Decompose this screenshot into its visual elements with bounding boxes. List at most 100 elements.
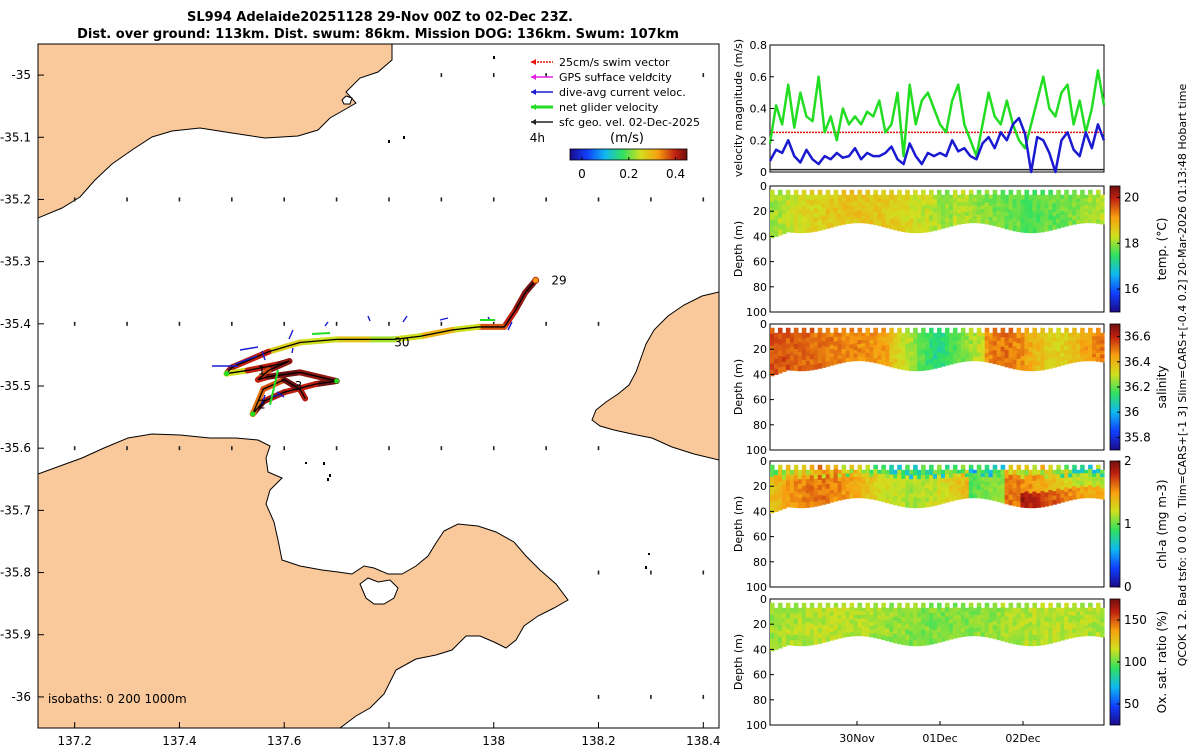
section-cell: [897, 363, 902, 370]
section-cell: [944, 213, 950, 219]
section-cell: [777, 223, 783, 230]
section-cell: [1044, 621, 1049, 627]
section-cell: [1032, 200, 1038, 207]
section-cell: [781, 337, 787, 344]
section-cell: [873, 607, 878, 613]
map-x-tick-label: 137.6: [267, 734, 301, 748]
section-cell: [1000, 497, 1006, 504]
section-cell: [1044, 616, 1049, 622]
section-cell: [853, 628, 859, 633]
section-cell: [869, 202, 874, 207]
section-cell: [1016, 226, 1022, 233]
section-cell: [1068, 198, 1073, 203]
section-cell: [825, 621, 831, 628]
section-cell: [873, 198, 878, 204]
section-cell: [1024, 189, 1030, 196]
section-cell: [1012, 364, 1018, 370]
section-cell: [960, 481, 966, 487]
section-cell: [885, 494, 890, 500]
section-cell: [968, 189, 974, 195]
section-cell: [1044, 332, 1049, 338]
section-cell: [940, 215, 946, 221]
section-cell: [1092, 487, 1097, 492]
section-cell: [829, 481, 835, 487]
section-cell: [865, 331, 871, 337]
section-cell: [952, 216, 958, 222]
section-cell: [948, 198, 954, 204]
section-cell: [781, 484, 787, 490]
section-cell: [972, 353, 978, 358]
map-y-tick-label: -35.8: [0, 566, 31, 580]
section-cell: [937, 627, 942, 633]
section-cell: [960, 606, 966, 612]
section-cell: [1024, 491, 1030, 498]
section-cell: [849, 189, 855, 195]
section-cell: [929, 613, 934, 619]
section-cell: [901, 226, 906, 233]
section-cell: [1076, 216, 1081, 221]
section-cell: [1092, 618, 1097, 623]
section-cell: [948, 218, 954, 223]
section-cell: [940, 353, 946, 359]
section-cell: [960, 477, 966, 483]
section-cell: [1048, 204, 1053, 211]
section-cell: [809, 354, 815, 360]
section-cell: [773, 475, 779, 481]
section-cell: [917, 479, 922, 485]
section-cell: [952, 607, 958, 613]
section-cell: [1056, 498, 1061, 504]
section-cell: [845, 494, 851, 499]
section-cell: [952, 491, 958, 497]
section-cell: [1076, 347, 1081, 352]
section-cell: [770, 494, 775, 502]
section-cell: [773, 633, 779, 640]
section-cell: [837, 336, 843, 341]
colorbar-tick-label: 36.4: [1124, 355, 1151, 369]
section-cell: [845, 343, 851, 348]
section-cell: [833, 207, 839, 213]
section-cell: [1012, 501, 1018, 507]
section-cell: [1028, 640, 1034, 647]
section-cell: [921, 359, 926, 366]
section-cell: [889, 337, 894, 343]
section-cell: [1048, 327, 1053, 334]
section-cell: [1056, 337, 1061, 343]
map-y-tick-label: -35.5: [0, 379, 31, 393]
section-cell: [1052, 194, 1057, 200]
section-cell: [1008, 627, 1014, 634]
section-cell: [1028, 213, 1034, 220]
section-cell: [925, 617, 930, 623]
section-cell: [837, 477, 843, 482]
section-cell: [940, 219, 946, 225]
section-cell: [1048, 627, 1053, 634]
section-cell: [1000, 351, 1006, 357]
section-cell: [905, 501, 910, 508]
section-cell: [905, 608, 910, 614]
section-cell: [968, 627, 974, 633]
section-cell: [817, 337, 823, 344]
section-cell: [1088, 340, 1093, 345]
section-cell: [885, 336, 890, 342]
map-y-tick-label: -36: [11, 690, 31, 704]
section-cell: [785, 226, 791, 233]
velocity-y-tick-label: 0.4: [750, 103, 768, 116]
section-cell: [785, 338, 791, 345]
section-cell: [984, 486, 990, 491]
section-cell: [841, 628, 847, 634]
section-cell: [1028, 488, 1034, 495]
section-cell: [1008, 352, 1014, 359]
section-cell: [869, 205, 874, 210]
section-cell: [937, 224, 942, 230]
section-cell: [1032, 634, 1038, 641]
section-cell: [849, 489, 855, 495]
section-cell: [1056, 218, 1061, 224]
section-cell: [1080, 623, 1085, 629]
section-cell: [809, 613, 815, 620]
section-cell: [988, 351, 994, 356]
section-cell: [956, 611, 962, 616]
section-cell: [897, 194, 902, 201]
section-cell: [797, 612, 803, 618]
section-cell: [809, 491, 815, 497]
section-cell: [793, 354, 799, 361]
section-cell: [960, 214, 966, 220]
